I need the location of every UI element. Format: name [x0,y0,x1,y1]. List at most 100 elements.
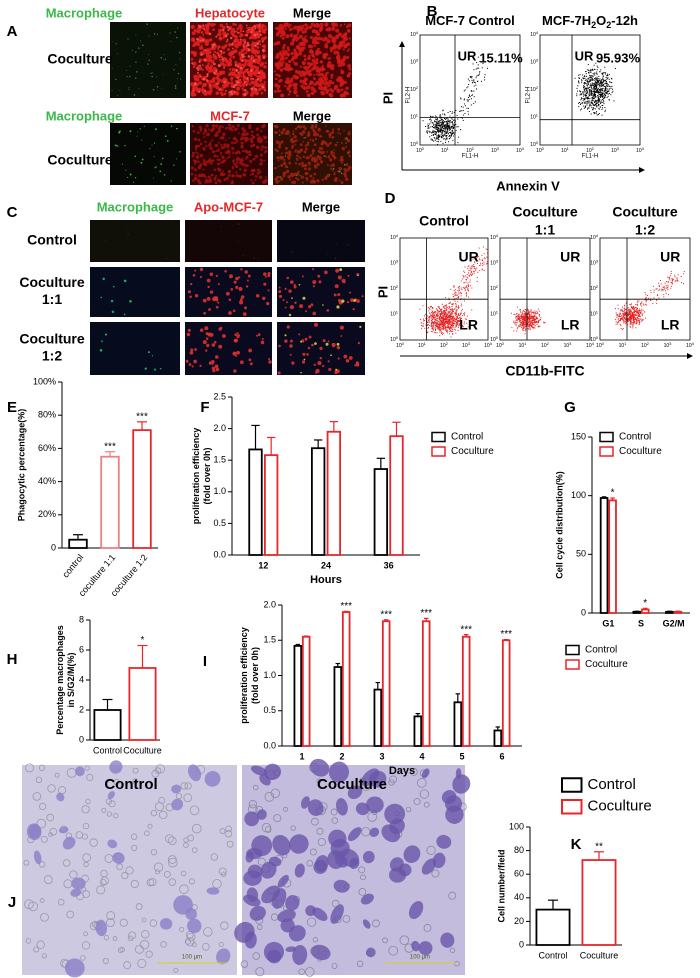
cell [288,289,292,293]
event-dot [534,315,536,317]
cell [276,87,280,90]
event-dot [455,307,457,309]
cell [365,947,376,958]
event-dot [530,321,532,323]
event-dot [604,107,606,109]
cell [292,130,295,133]
event-dot [435,122,437,124]
cell [278,294,283,299]
quadrant-label: UR [459,249,479,265]
cell [146,23,149,26]
cell [348,37,351,40]
cell [188,363,192,366]
event-dot [430,138,432,140]
event-dot [477,64,479,66]
cell [101,340,103,343]
event-dot [596,86,598,88]
event-dot [457,142,459,144]
event-dot [429,306,431,308]
cell [163,242,165,244]
cell [291,361,295,365]
event-dot [606,88,608,90]
column-header: MCF-7 [210,108,250,123]
cell [202,340,207,345]
event-dot [432,314,434,316]
event-dot [427,332,429,334]
tick-base: 10 [530,115,536,121]
cell [302,155,305,158]
event-dot [594,86,596,88]
cell [307,305,312,309]
cell [244,158,247,160]
event-dot [604,66,606,68]
event-dot [521,329,523,331]
event-dot [487,252,489,254]
cell [205,26,209,30]
event-dot [587,83,589,85]
cell [290,280,294,284]
event-dot [604,90,606,92]
cell [248,153,251,157]
cell [278,134,281,136]
cell [191,154,195,158]
event-dot [533,313,535,315]
cell [256,133,259,137]
event-dot [530,320,532,322]
event-dot [439,324,441,326]
event-dot [602,92,604,94]
event-dot [449,131,451,133]
cell [259,33,262,37]
cell [302,85,306,90]
event-dot [597,84,599,86]
cell [336,798,348,816]
cell [236,27,240,31]
event-dot [444,305,446,307]
event-dot [474,267,476,269]
cell [295,157,297,159]
event-dot [437,130,439,132]
event-dot [472,267,474,269]
event-dot [448,311,450,313]
event-dot [600,106,602,108]
event-dot [582,78,584,80]
column-header: Merge [293,5,331,20]
event-dot [433,321,435,323]
event-dot [453,319,455,321]
event-dot [609,81,611,83]
cell [256,78,260,81]
event-dot [451,321,453,323]
event-dot [440,312,442,314]
event-dot [574,77,576,79]
tick-exponent: 3 [416,58,419,63]
event-dot [454,320,456,322]
title-part: MCF-7H [542,13,591,28]
event-dot [591,93,593,95]
cell [115,78,117,81]
event-dot [436,132,438,134]
cell [200,173,204,178]
event-dot [608,99,610,101]
cell [177,72,180,75]
event-dot [434,326,436,328]
cell [331,130,335,134]
cell [159,170,162,173]
cell [205,144,208,148]
cell [207,285,210,289]
event-dot [437,323,439,325]
event-dot [522,322,524,324]
event-dot [447,327,449,329]
event-dot [576,95,578,97]
cell [199,275,203,279]
event-dot [436,315,438,317]
event-dot [437,313,439,315]
cell [213,340,217,344]
event-dot [436,123,438,125]
event-dot [522,318,524,320]
event-dot [452,295,454,297]
event-dot [443,134,445,136]
event-dot [598,89,600,91]
cell [196,29,200,33]
event-dot [443,332,445,334]
cell [348,154,351,158]
event-dot [462,106,464,108]
